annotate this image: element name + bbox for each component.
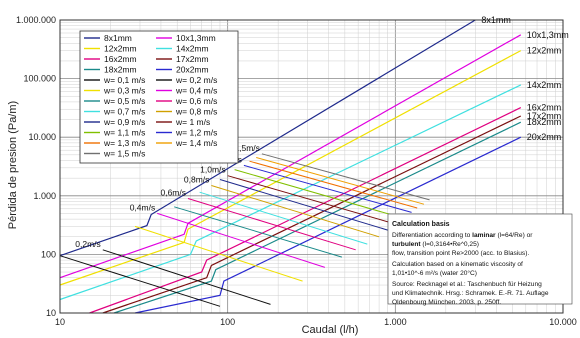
legend-entry: w= 1,2 m/s xyxy=(175,128,217,138)
note-line8: Oldenbourg München. 2003. p. 250ff. xyxy=(392,299,501,306)
velocity-line xyxy=(256,157,425,205)
series-line-17x2mm xyxy=(102,115,522,314)
velocity-line xyxy=(234,169,403,219)
velocity-line xyxy=(211,185,380,238)
x-axis-title: Caudal (l/h) xyxy=(302,324,359,336)
x-tick-label: 100 xyxy=(220,317,235,327)
velocity-label: 1,0m/s xyxy=(200,165,226,175)
legend-entry: w= 1 m/s xyxy=(175,117,210,127)
legend-entry: w= 0,4 m/s xyxy=(175,86,217,96)
axis-ticks: 10 100 1.000 10.000 10 100 1.000 10.000 100.000 1… xyxy=(16,15,577,327)
x-tick-label: 10 xyxy=(55,317,65,327)
velocity-label: 0,2m/s xyxy=(75,239,101,249)
velocity-label: 1,5m/s xyxy=(234,143,260,153)
legend-entry: 18x2mm xyxy=(104,65,137,75)
legend-entry: w= 0,6 m/s xyxy=(175,96,217,106)
legend-entry: 14x2mm xyxy=(176,44,209,54)
y-axis-title: Pérdida de presion (Pa/m) xyxy=(7,101,19,229)
velocity-line xyxy=(227,175,396,225)
y-tick-label: 1.000 xyxy=(33,191,56,201)
note-line5: 1,01•10^-6 m²/s (water 20°C) xyxy=(392,269,477,277)
velocity-line xyxy=(59,255,221,307)
y-tick-label: 10.000 xyxy=(28,132,56,142)
series-end-label: 17x2mm xyxy=(527,111,562,121)
series-line-8x1mm xyxy=(59,19,476,257)
velocity-line xyxy=(261,153,430,201)
note-line2: turbulent (l=0,3164•Re^0,25) xyxy=(392,241,479,248)
legend-entry: 17x2mm xyxy=(176,54,209,64)
velocity-line xyxy=(134,225,303,282)
velocity-line xyxy=(249,160,418,209)
series-end-label: 16x2mm xyxy=(527,103,562,113)
legend-entry: w= 0,3 m/s xyxy=(103,86,145,96)
legend-entry: 12x2mm xyxy=(104,44,137,54)
calculation-note: Calculation basis Differentiation accord… xyxy=(387,213,573,306)
note-line7: und Klimatechnik. Hrsg.: Schramek. E.-R.… xyxy=(392,290,549,297)
velocity-lines xyxy=(59,153,430,307)
velocity-line xyxy=(187,198,356,251)
series-end-labels: 8x1mm 10x1,3mm 12x2mm 14x2mm 16x2mm17x2mm18x… xyxy=(481,15,568,142)
velocity-line xyxy=(243,164,412,213)
legend-entry: w= 1,3 m/s xyxy=(103,138,145,148)
series-end-label: 14x2mm xyxy=(527,80,562,90)
note-box xyxy=(387,213,573,305)
legend-entry: w= 0,7 m/s xyxy=(103,107,145,117)
legend-entry: w= 0,5 m/s xyxy=(103,96,145,106)
series-line-18x2mm xyxy=(113,121,522,314)
x-tick-label: 10.000 xyxy=(549,317,577,327)
velocity-line xyxy=(219,179,388,231)
series-end-label: 10x1,3mm xyxy=(527,30,569,40)
velocity-label: 0,4m/s xyxy=(130,202,156,212)
velocity-line xyxy=(174,206,343,258)
velocity-line xyxy=(102,249,271,305)
y-tick-label: 100 xyxy=(41,249,56,259)
legend-entry: w= 1,1 m/s xyxy=(103,128,145,138)
legend-entry: w= 0,9 m/s xyxy=(103,117,145,127)
series-line-14x2mm xyxy=(59,84,522,301)
y-tick-label: 100.000 xyxy=(23,74,56,84)
legend-entry: w= 1,4 m/s xyxy=(175,138,217,148)
legend-entry: 8x1mm xyxy=(104,33,132,43)
y-tick-label: 10 xyxy=(46,308,56,318)
note-line1: Differentiation according to laminar (l=… xyxy=(392,232,533,239)
velocity-label: 0,8m/s xyxy=(184,174,210,184)
plot-frame xyxy=(59,19,564,314)
legend-entry: w= 0,1 m/s xyxy=(103,75,145,85)
legend-entry: 10x1,3mm xyxy=(176,33,216,43)
series-line-12x2mm xyxy=(59,50,522,286)
legend-box xyxy=(79,30,239,164)
series-line-16x2mm xyxy=(89,107,522,314)
series-end-label: 12x2mm xyxy=(527,46,562,56)
note-line6: Source: Recknagel et al.: Taschenbuch fü… xyxy=(392,281,542,288)
legend-entry: w= 0,2 m/s xyxy=(175,75,217,85)
velocity-label: 0,6m/s xyxy=(160,187,186,197)
series-end-label: 8x1mm xyxy=(481,15,511,25)
note-title: Calculation basis xyxy=(392,221,450,228)
x-tick-label: 1.000 xyxy=(384,317,407,327)
legend-entry: w= 0,8 m/s xyxy=(175,107,217,117)
legend-entry: w= 1,5 m/s xyxy=(103,149,145,159)
y-tick-label: 1.000.000 xyxy=(16,15,56,25)
legend-entry: 16x2mm xyxy=(104,54,137,64)
note-line4: Calculation based on a kinematic viscosi… xyxy=(392,261,523,268)
series-end-label: 20x2mm xyxy=(527,132,562,142)
velocity-line xyxy=(199,191,368,245)
legend-entry: 20x2mm xyxy=(176,65,209,75)
series-end-label: 18x2mm xyxy=(527,117,562,127)
note-line3: flow, transition point Re>2000 (acc. to … xyxy=(392,250,529,257)
velocity-line xyxy=(157,212,326,268)
